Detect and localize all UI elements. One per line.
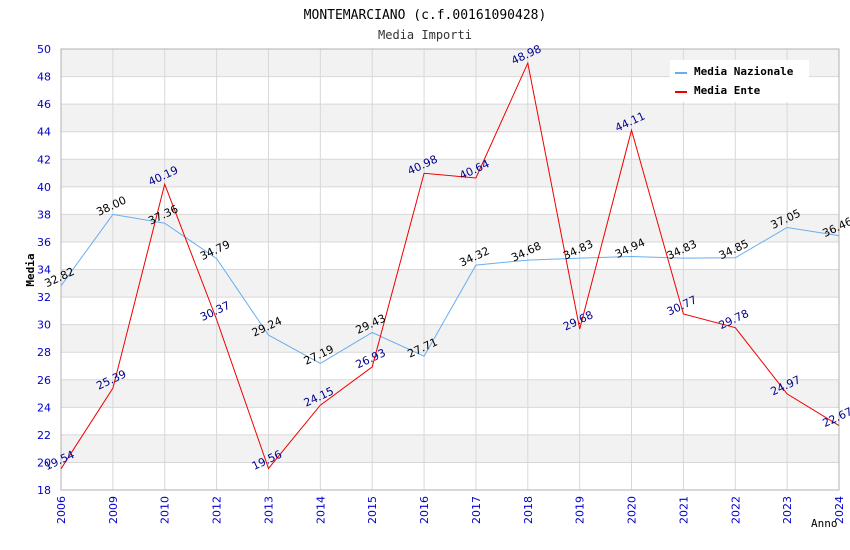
gridlines <box>60 48 840 491</box>
grid-band <box>61 324 839 353</box>
plot-background <box>61 49 839 463</box>
legend-box <box>670 60 809 102</box>
y-tick-label: 26 <box>37 374 51 387</box>
legend-label-media-nazionale: Media Nazionale <box>694 65 794 78</box>
y-tick-label: 44 <box>37 126 51 139</box>
x-tick-label: 2022 <box>729 496 742 524</box>
y-tick-label: 22 <box>37 429 51 442</box>
x-tick-label: 2019 <box>574 496 587 524</box>
series-line-media-ente <box>60 61 840 470</box>
x-tick-label: 2013 <box>262 496 275 524</box>
data-label-media-ente: 30.37 <box>198 299 232 324</box>
grid-band <box>61 269 839 298</box>
y-tick-label: 24 <box>37 401 51 414</box>
series-line-media-nazionale <box>60 213 840 364</box>
x-tick-label: 2020 <box>626 496 639 524</box>
x-tick-label: 2016 <box>418 496 431 524</box>
y-axis-label: Media <box>24 253 37 286</box>
legend-label-media-ente: Media Ente <box>694 84 761 97</box>
x-tick-label: 2012 <box>211 496 224 524</box>
y-tick-label: 34 <box>37 264 51 277</box>
x-tick-label: 2014 <box>314 496 327 524</box>
chart-subtitle: Media Importi <box>378 28 472 42</box>
x-tick-label: 2021 <box>677 496 690 524</box>
data-label-media-nazionale: 34.32 <box>457 244 491 269</box>
y-tick-label: 40 <box>37 181 51 194</box>
legend: Media Nazionale Media Ente <box>670 60 809 102</box>
x-tick-label: 2018 <box>522 496 535 524</box>
x-tick-label: 2009 <box>107 496 120 524</box>
x-tick-label: 2017 <box>470 496 483 524</box>
x-tick-label: 2023 <box>781 496 794 524</box>
x-tick-label: 2006 <box>55 496 68 524</box>
y-tick-label: 28 <box>37 346 51 359</box>
x-axis-ticks: 2006 2009 2010 2012 2013 2014 2015 2016 2017 2018… <box>55 496 846 524</box>
y-tick-label: 46 <box>37 98 51 111</box>
y-tick-label: 42 <box>37 153 51 166</box>
data-label-media-ente: 22.67 <box>820 405 850 430</box>
grid-band <box>61 104 839 132</box>
x-tick-label: 2024 <box>833 496 846 524</box>
y-tick-label: 30 <box>37 319 51 332</box>
grid-band <box>61 159 839 187</box>
y-tick-label: 20 <box>37 456 51 469</box>
y-tick-label: 36 <box>37 236 51 249</box>
plot-frame <box>60 48 840 491</box>
x-tick-label: 2010 <box>159 496 172 524</box>
data-label-media-ente: 19.54 <box>42 448 76 473</box>
y-tick-label: 32 <box>37 291 51 304</box>
x-axis-label: Anno <box>811 517 838 530</box>
x-tick-label: 2015 <box>366 496 379 524</box>
y-tick-label: 50 <box>37 43 51 56</box>
series-lines <box>60 61 840 470</box>
y-tick-label: 48 <box>37 71 51 84</box>
y-axis-ticks: 18 20 22 24 26 28 30 32 34 36 38 40 42 44 46 48 50 <box>37 43 51 497</box>
chart-title: MONTEMARCIANO (c.f.00161090428) <box>304 8 547 23</box>
y-tick-label: 18 <box>37 484 51 497</box>
grid-band <box>61 379 839 408</box>
grid-band <box>61 434 839 463</box>
y-tick-label: 38 <box>37 208 51 221</box>
grid-band <box>61 214 839 242</box>
